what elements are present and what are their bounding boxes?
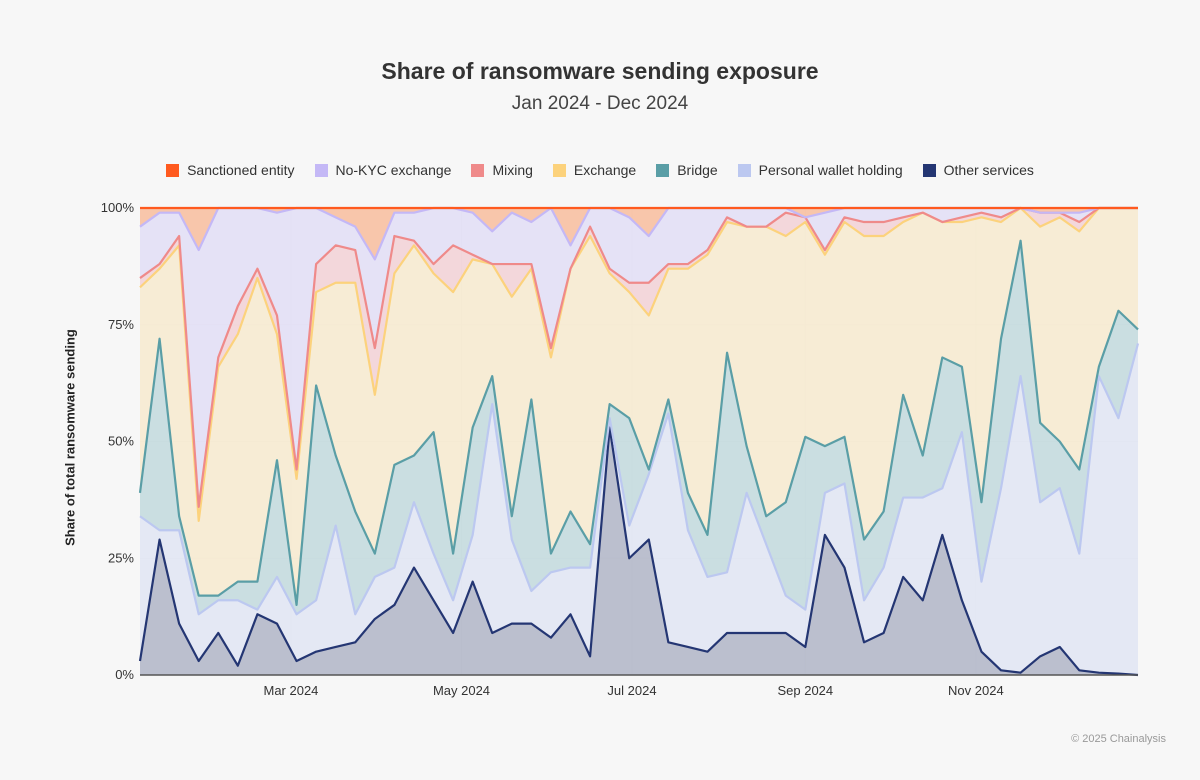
legend-label: Other services: [943, 162, 1034, 178]
legend-label: No-KYC exchange: [335, 162, 452, 178]
legend-label: Mixing: [492, 162, 533, 178]
x-tick-label: Mar 2024: [263, 683, 318, 698]
line-other-services: [138, 426, 1139, 677]
legend-item[interactable]: Personal wallet holding: [737, 162, 903, 178]
legend: Sanctioned entity No-KYC exchange Mixing Ex…: [0, 162, 1200, 178]
y-tick-label: 25%: [108, 550, 134, 565]
legend-item[interactable]: Exchange: [552, 162, 637, 178]
chart-subtitle: Jan 2024 - Dec 2024: [511, 93, 689, 114]
x-tick-label: Nov 2024: [948, 683, 1004, 698]
legend-label: Bridge: [677, 162, 718, 178]
x-tick-label: Sep 2024: [777, 683, 833, 698]
copyright: © 2025 Chainalysis: [1071, 733, 1166, 745]
legend-swatch: [471, 163, 485, 177]
area-no-kyc-exchange: [140, 208, 1138, 507]
legend-label: Sanctioned entity: [187, 162, 295, 178]
area-bridge: [140, 240, 1138, 615]
y-tick-label: 50%: [108, 434, 134, 449]
legend-swatch: [737, 163, 751, 177]
legend-item[interactable]: Sanctioned entity: [166, 162, 295, 178]
area-sanctioned-entity: [140, 208, 1138, 260]
chart-title: Share of ransomware sending exposure: [381, 58, 819, 84]
legend-item[interactable]: Bridge: [656, 162, 718, 178]
x-tick-label: May 2024: [433, 683, 490, 698]
legend-swatch: [552, 163, 566, 177]
line-bridge: [138, 239, 1139, 607]
legend-label: Personal wallet holding: [758, 162, 903, 178]
line-personal-wallet-holding: [139, 343, 1140, 616]
legend-swatch: [166, 163, 180, 177]
y-tick-label: 0%: [115, 667, 134, 682]
line-exchange: [139, 206, 1138, 522]
legend-swatch: [656, 163, 670, 177]
area-other-services: [140, 427, 1138, 675]
line-mixing: [139, 206, 1138, 508]
legend-item[interactable]: Mixing: [471, 162, 533, 178]
y-tick-label: 100%: [101, 200, 135, 215]
y-tick-label: 75%: [108, 317, 134, 332]
legend-item[interactable]: Other services: [922, 162, 1034, 178]
legend-label: Exchange: [573, 162, 637, 178]
area-mixing: [140, 208, 1138, 521]
area-personal-wallet-holding: [140, 343, 1138, 675]
legend-swatch: [922, 163, 936, 177]
legend-item[interactable]: No-KYC exchange: [314, 162, 452, 178]
x-tick-label: Jul 2024: [607, 683, 656, 698]
legend-swatch: [314, 163, 328, 177]
